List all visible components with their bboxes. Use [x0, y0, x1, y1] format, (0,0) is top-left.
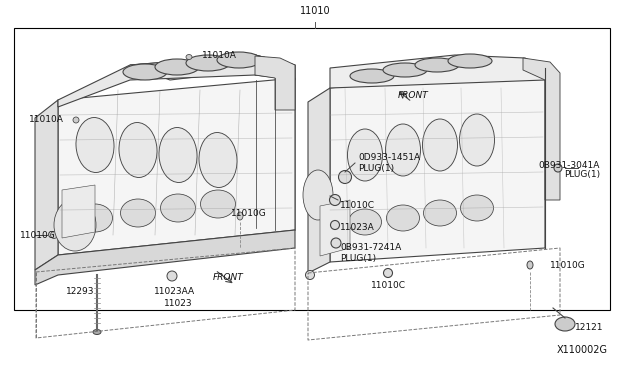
Text: X110002G: X110002G: [557, 345, 608, 355]
Text: 11010C: 11010C: [371, 280, 406, 289]
Ellipse shape: [339, 170, 351, 183]
Polygon shape: [523, 58, 560, 200]
Text: 12121: 12121: [575, 323, 604, 331]
Text: 11010: 11010: [300, 6, 330, 16]
Ellipse shape: [199, 132, 237, 187]
Text: PLUG(1): PLUG(1): [340, 253, 376, 263]
Ellipse shape: [330, 221, 339, 230]
Ellipse shape: [385, 124, 420, 176]
Ellipse shape: [167, 271, 177, 281]
Text: 12293: 12293: [66, 286, 94, 295]
Ellipse shape: [424, 200, 456, 226]
Ellipse shape: [217, 52, 261, 68]
Ellipse shape: [237, 212, 243, 220]
Ellipse shape: [331, 238, 341, 248]
Ellipse shape: [350, 69, 394, 83]
Polygon shape: [35, 100, 58, 270]
Text: PLUG(1): PLUG(1): [564, 170, 600, 180]
Ellipse shape: [387, 205, 419, 231]
Ellipse shape: [383, 63, 427, 77]
Ellipse shape: [383, 269, 392, 278]
Text: 11010G: 11010G: [231, 208, 267, 218]
Ellipse shape: [119, 122, 157, 177]
Text: FRONT: FRONT: [212, 273, 243, 282]
Text: 11010A: 11010A: [29, 115, 64, 125]
Ellipse shape: [305, 270, 314, 279]
Ellipse shape: [186, 55, 230, 71]
Ellipse shape: [448, 54, 492, 68]
Ellipse shape: [93, 330, 101, 334]
Ellipse shape: [200, 190, 236, 218]
Polygon shape: [308, 88, 330, 273]
Ellipse shape: [330, 195, 340, 205]
Ellipse shape: [161, 194, 195, 222]
Ellipse shape: [120, 199, 156, 227]
Ellipse shape: [527, 261, 533, 269]
Polygon shape: [330, 68, 545, 262]
Polygon shape: [255, 55, 295, 80]
Text: 11010G: 11010G: [550, 260, 586, 269]
Ellipse shape: [155, 59, 199, 75]
Bar: [14, 28, 610, 310]
Ellipse shape: [123, 64, 167, 80]
Text: 0B931-3041A: 0B931-3041A: [539, 160, 600, 170]
Polygon shape: [330, 55, 545, 88]
Text: 11010C: 11010C: [340, 201, 375, 209]
Text: 11023AA: 11023AA: [154, 286, 196, 295]
Text: FRONT: FRONT: [398, 92, 429, 100]
Ellipse shape: [460, 114, 495, 166]
Ellipse shape: [54, 199, 96, 251]
Ellipse shape: [76, 118, 114, 173]
Ellipse shape: [51, 231, 58, 238]
Ellipse shape: [77, 204, 113, 232]
Ellipse shape: [554, 164, 562, 172]
Text: 11023A: 11023A: [340, 224, 375, 232]
Polygon shape: [130, 55, 295, 80]
Ellipse shape: [159, 128, 197, 183]
Polygon shape: [255, 56, 295, 110]
Ellipse shape: [348, 129, 383, 181]
Text: 0D933-1451A: 0D933-1451A: [358, 154, 420, 163]
Ellipse shape: [555, 317, 575, 331]
Ellipse shape: [303, 170, 333, 220]
Text: PLUG(1): PLUG(1): [358, 164, 394, 173]
Text: 11023: 11023: [164, 298, 192, 308]
Ellipse shape: [422, 119, 458, 171]
Ellipse shape: [186, 55, 192, 60]
Text: 0B931-7241A: 0B931-7241A: [340, 244, 401, 253]
Polygon shape: [62, 185, 95, 238]
Ellipse shape: [349, 209, 381, 235]
Ellipse shape: [461, 195, 493, 221]
Polygon shape: [35, 230, 295, 285]
Polygon shape: [58, 55, 295, 107]
Ellipse shape: [73, 117, 79, 123]
Text: 11010A: 11010A: [202, 51, 237, 61]
Ellipse shape: [415, 58, 459, 72]
Polygon shape: [58, 78, 295, 255]
Text: 11010G: 11010G: [20, 231, 56, 240]
Polygon shape: [320, 200, 350, 256]
